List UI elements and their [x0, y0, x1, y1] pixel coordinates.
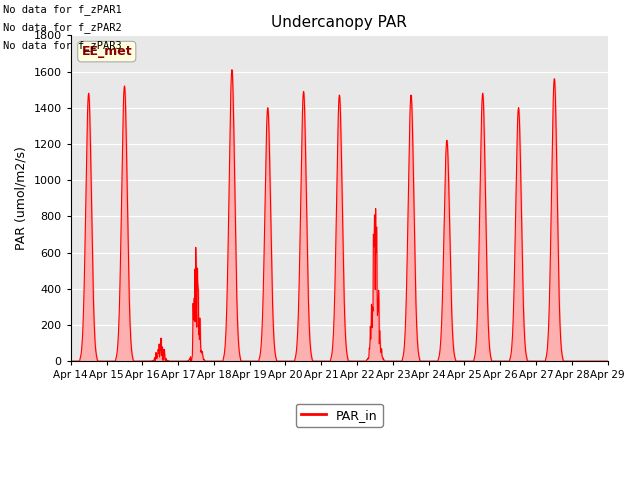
Title: Undercanopy PAR: Undercanopy PAR — [271, 15, 407, 30]
Text: No data for f_zPAR3: No data for f_zPAR3 — [3, 40, 122, 51]
Y-axis label: PAR (umol/m2/s): PAR (umol/m2/s) — [15, 146, 28, 250]
Text: No data for f_zPAR2: No data for f_zPAR2 — [3, 22, 122, 33]
Legend: PAR_in: PAR_in — [296, 404, 383, 427]
Text: No data for f_zPAR1: No data for f_zPAR1 — [3, 4, 122, 15]
Text: EE_met: EE_met — [81, 45, 132, 58]
